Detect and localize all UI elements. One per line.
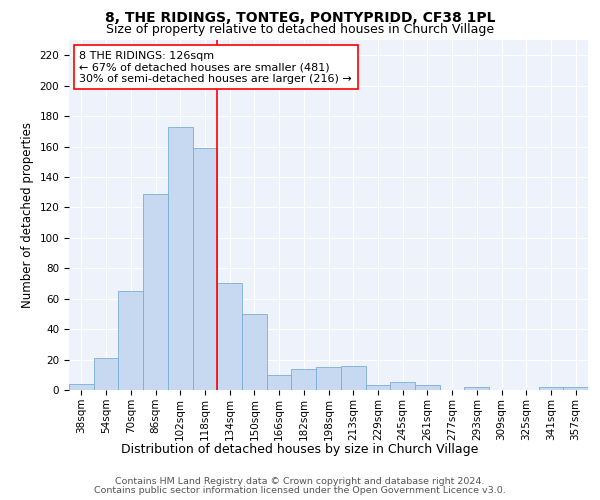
Bar bbox=[563, 387, 588, 390]
Bar bbox=[193, 148, 217, 390]
Bar bbox=[539, 387, 563, 390]
Bar bbox=[69, 384, 94, 390]
Bar bbox=[242, 314, 267, 390]
Text: Distribution of detached houses by size in Church Village: Distribution of detached houses by size … bbox=[121, 442, 479, 456]
Bar bbox=[341, 366, 365, 390]
Bar bbox=[94, 358, 118, 390]
Bar bbox=[316, 367, 341, 390]
Text: Contains HM Land Registry data © Crown copyright and database right 2024.: Contains HM Land Registry data © Crown c… bbox=[115, 477, 485, 486]
Bar bbox=[118, 291, 143, 390]
Text: 8, THE RIDINGS, TONTEG, PONTYPRIDD, CF38 1PL: 8, THE RIDINGS, TONTEG, PONTYPRIDD, CF38… bbox=[105, 12, 495, 26]
Y-axis label: Number of detached properties: Number of detached properties bbox=[21, 122, 34, 308]
Text: Size of property relative to detached houses in Church Village: Size of property relative to detached ho… bbox=[106, 22, 494, 36]
Bar bbox=[217, 284, 242, 390]
Bar bbox=[267, 375, 292, 390]
Bar bbox=[143, 194, 168, 390]
Bar bbox=[292, 368, 316, 390]
Text: Contains public sector information licensed under the Open Government Licence v3: Contains public sector information licen… bbox=[94, 486, 506, 495]
Bar bbox=[168, 126, 193, 390]
Text: 8 THE RIDINGS: 126sqm
← 67% of detached houses are smaller (481)
30% of semi-det: 8 THE RIDINGS: 126sqm ← 67% of detached … bbox=[79, 50, 352, 84]
Bar bbox=[390, 382, 415, 390]
Bar bbox=[415, 386, 440, 390]
Bar bbox=[464, 387, 489, 390]
Bar bbox=[365, 386, 390, 390]
